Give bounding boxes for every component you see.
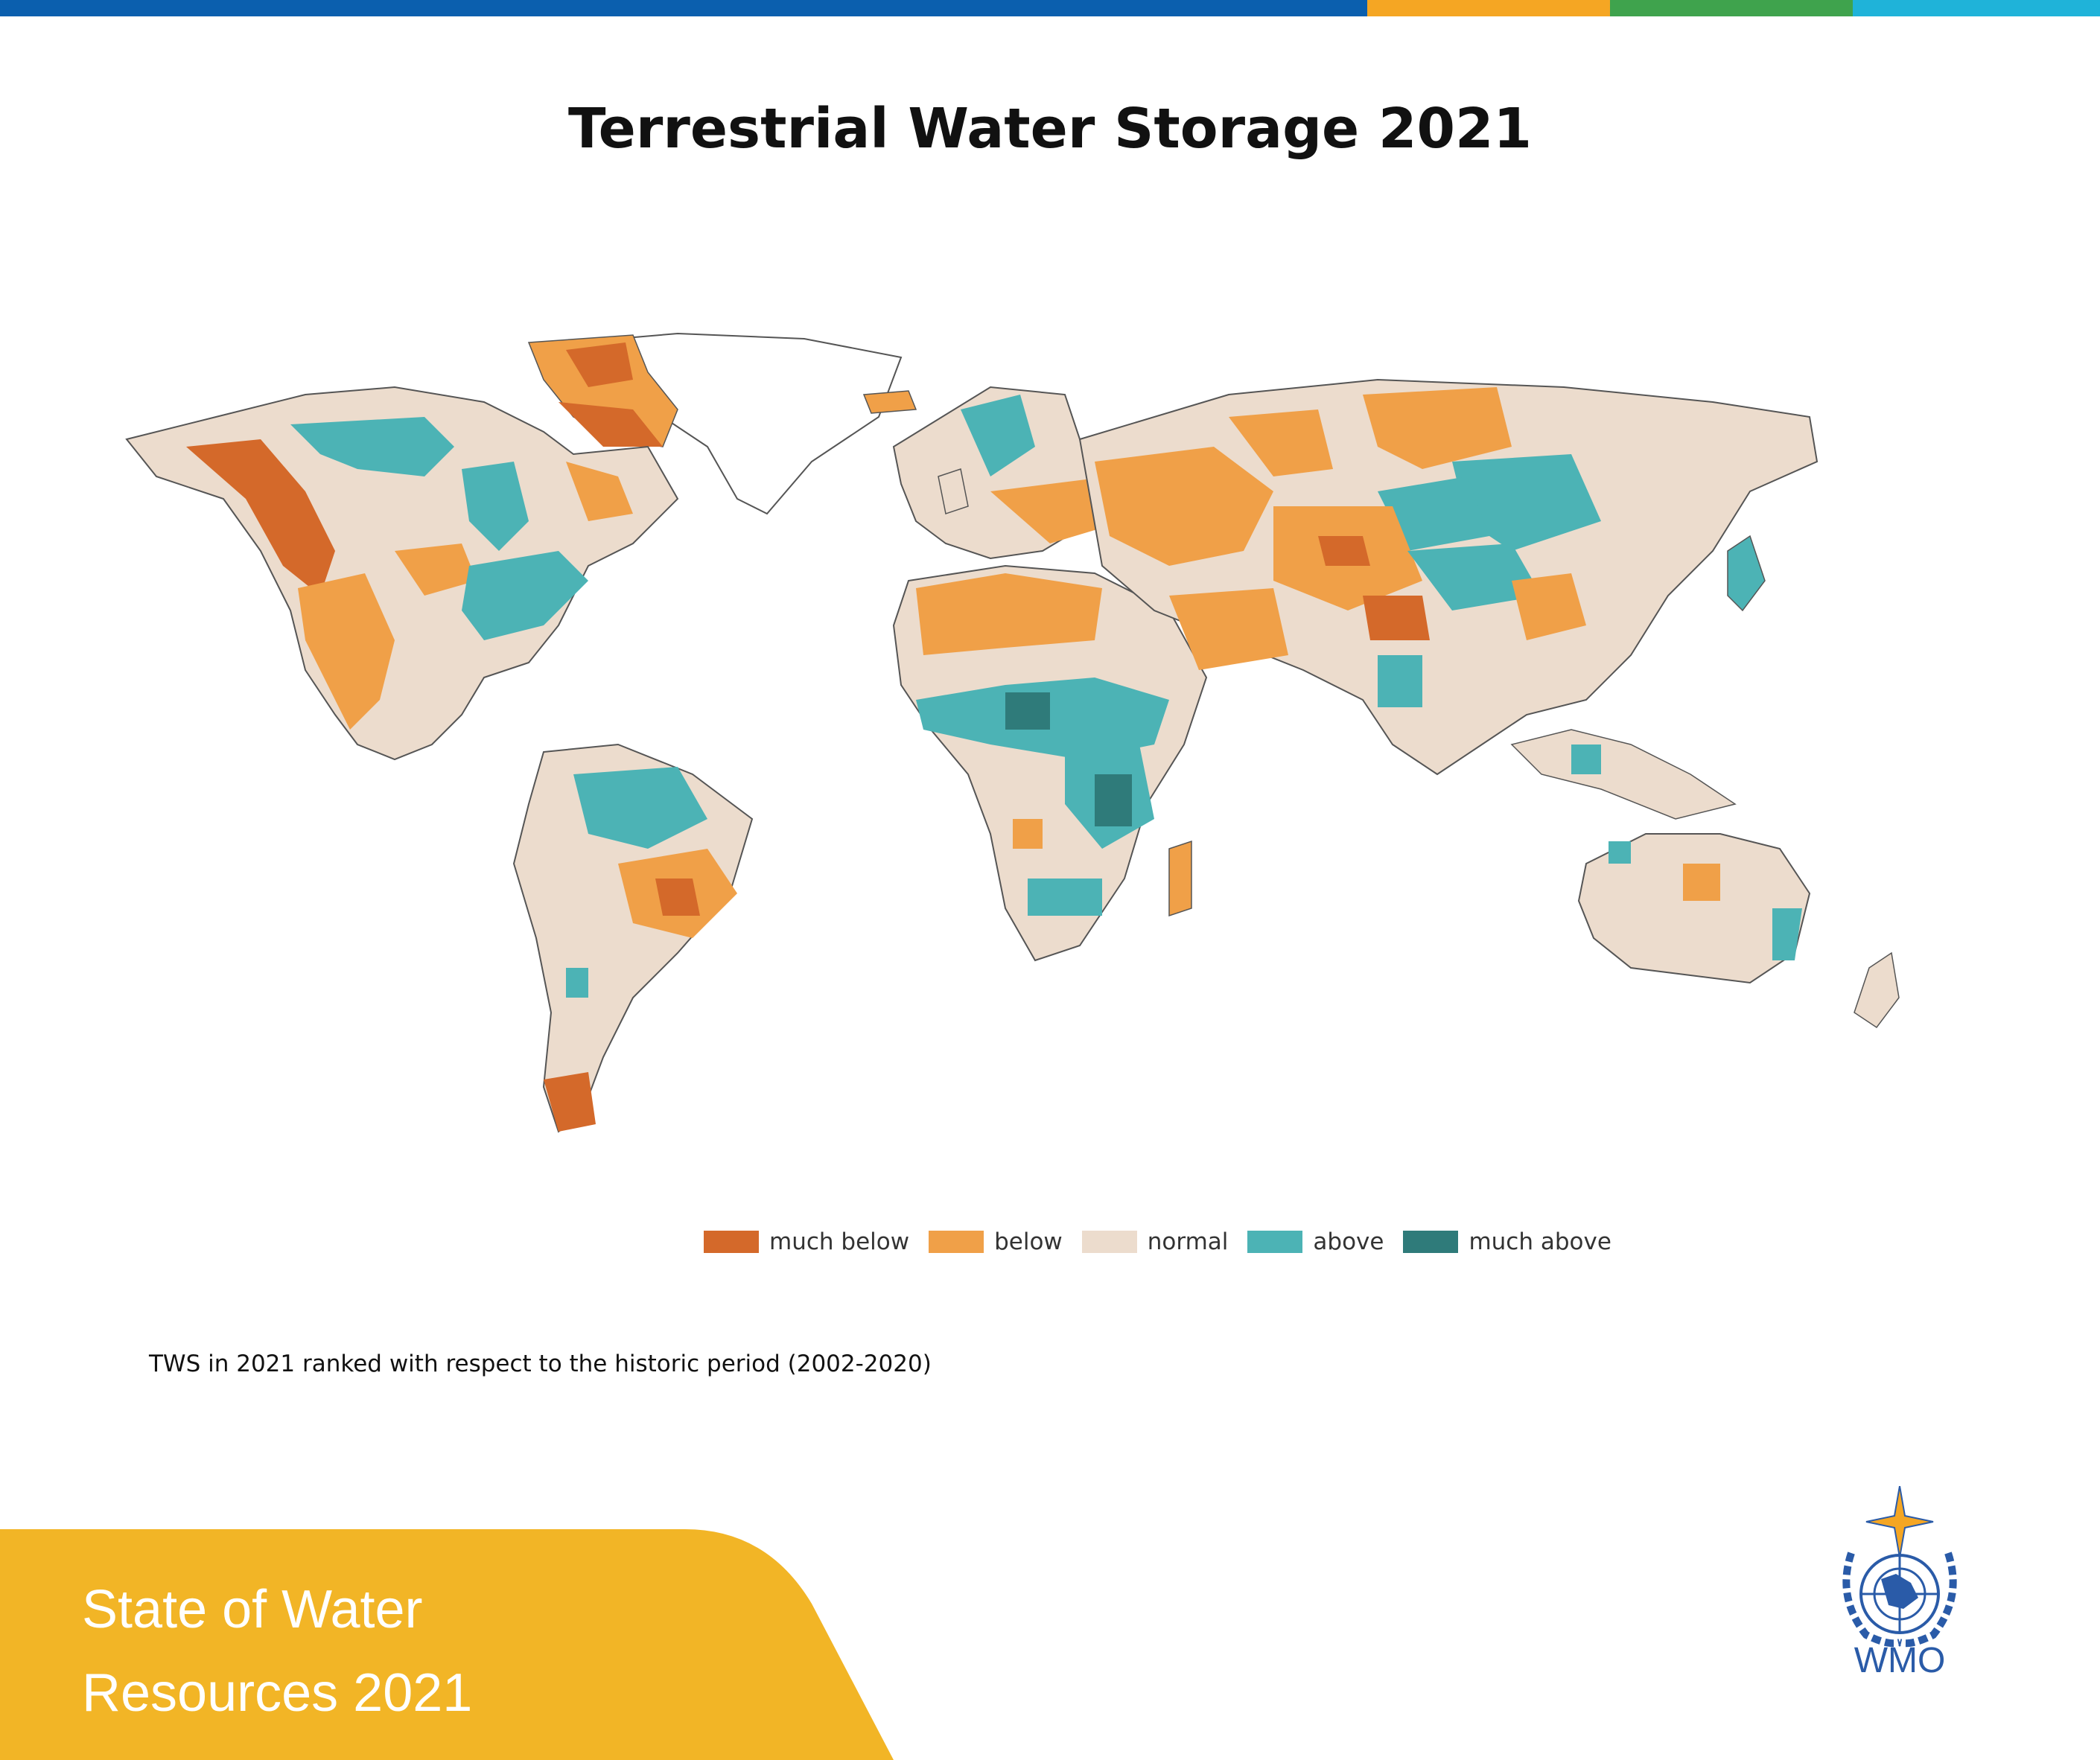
legend-swatch-above (1247, 1231, 1303, 1253)
legend-swatch-below (929, 1231, 984, 1253)
southeast-asia (1510, 729, 1737, 820)
iceland (862, 390, 917, 414)
top-bar-cyan (1853, 0, 2100, 16)
legend-label-normal: normal (1147, 1228, 1229, 1255)
madagascar (1168, 840, 1192, 917)
legend-label-above: above (1313, 1228, 1384, 1255)
top-bar-blue (0, 0, 1367, 16)
wmo-emblem-icon: WMO (1842, 1486, 1957, 1680)
legend-above: above (1247, 1228, 1384, 1255)
japan (1727, 535, 1766, 612)
footer-line-1: State of Water (82, 1580, 423, 1639)
legend-much-above: much above (1403, 1228, 1611, 1255)
world-map (125, 332, 1900, 1133)
legend-label-much-below: much below (769, 1228, 910, 1255)
top-bar-green (1610, 0, 1853, 16)
legend-much-below: much below (704, 1228, 909, 1255)
legend-label-below: below (994, 1228, 1063, 1255)
new-zealand (1854, 951, 1900, 1029)
map-legend: much below below normal above much above (704, 1227, 1631, 1257)
top-bar-orange (1367, 0, 1610, 16)
legend-normal: normal (1081, 1228, 1229, 1255)
page-title: Terrestrial Water Storage 2021 (568, 97, 1532, 161)
footer-title: State of Water Resources 2021 (82, 1568, 472, 1735)
footer-banner (0, 1529, 894, 1760)
legend-below: below (929, 1228, 1063, 1255)
south-america (512, 743, 754, 1133)
top-color-bar (0, 0, 2100, 16)
uk (938, 468, 969, 514)
legend-swatch-much-below (704, 1231, 759, 1253)
legend-swatch-much-above (1403, 1231, 1459, 1253)
wmo-logo-text: WMO (1854, 1641, 1946, 1680)
footer-line-2: Resources 2021 (82, 1663, 473, 1723)
map-caption: TWS in 2021 ranked with respect to the h… (149, 1351, 932, 1377)
legend-label-much-above: much above (1469, 1228, 1611, 1255)
australia (1577, 833, 1811, 984)
legend-swatch-normal (1081, 1231, 1137, 1253)
